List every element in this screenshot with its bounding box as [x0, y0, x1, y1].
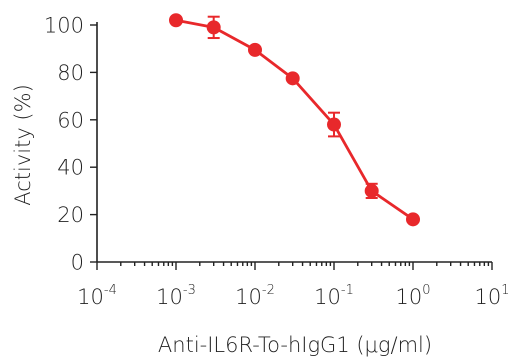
- x-tick-label: 101: [474, 283, 509, 309]
- data-point: [248, 42, 262, 57]
- x-tick-base: 10: [314, 285, 341, 309]
- x-tick-base: 10: [395, 285, 422, 309]
- y-tick-label: 20: [57, 203, 84, 227]
- data-point: [169, 13, 183, 28]
- x-tick-exponent: 0: [422, 283, 430, 298]
- y-tick-label: 80: [57, 61, 84, 85]
- x-tick-label: 10-2: [235, 283, 275, 309]
- y-tick-label: 100: [44, 14, 84, 38]
- x-tick-label: 10-4: [77, 283, 117, 309]
- x-axis: 10-4 10-3 10-2 10-1 100 101: [77, 261, 510, 309]
- data-point: [364, 183, 379, 198]
- y-axis-title: Activity (%): [11, 84, 35, 206]
- x-tick-exponent: 1: [501, 283, 509, 298]
- data-point: [206, 20, 221, 35]
- x-tick-label: 10-3: [156, 283, 196, 309]
- y-tick-label: 0: [71, 251, 84, 275]
- series-0: [169, 13, 420, 227]
- x-tick-exponent: -2: [262, 283, 275, 298]
- x-tick-base: 10: [235, 285, 262, 309]
- x-tick-exponent: -4: [104, 283, 117, 298]
- data-point: [285, 71, 300, 86]
- x-tick-label: 10-1: [314, 283, 354, 309]
- x-tick-base: 10: [474, 285, 501, 309]
- x-axis-title: Anti-IL6R-To-hIgG1 (μg/ml): [158, 333, 432, 357]
- x-tick-base: 10: [77, 285, 104, 309]
- x-tick-base: 10: [156, 285, 183, 309]
- y-tick-label: 40: [57, 156, 84, 180]
- data-point: [406, 212, 420, 227]
- x-tick-exponent: -3: [183, 283, 196, 298]
- y-tick-label: 60: [57, 108, 84, 132]
- x-tick-exponent: -1: [341, 283, 354, 298]
- y-axis: 0 20 40 60 80 100: [44, 14, 98, 275]
- x-tick-label: 100: [395, 283, 430, 309]
- data-point: [327, 117, 341, 132]
